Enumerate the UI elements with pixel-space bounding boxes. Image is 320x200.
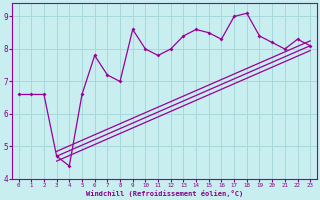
X-axis label: Windchill (Refroidissement éolien,°C): Windchill (Refroidissement éolien,°C)	[86, 190, 243, 197]
